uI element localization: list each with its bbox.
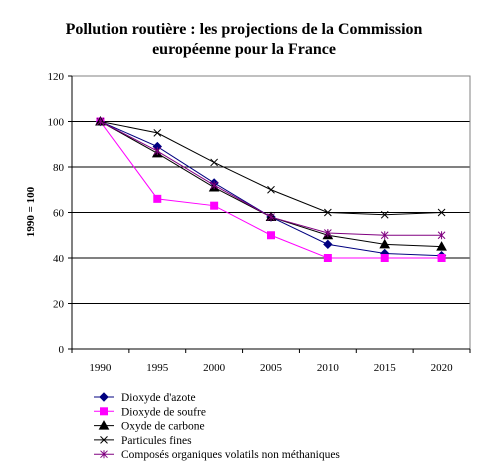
legend-label: Dioxyde de soufre xyxy=(121,406,206,418)
star-marker xyxy=(96,117,105,126)
star-marker xyxy=(380,231,389,240)
square-marker xyxy=(210,201,219,210)
y-tick-labels: 0 20 40 60 80 100 120 xyxy=(48,71,65,356)
triangle-marker xyxy=(436,241,447,251)
y-tick-label: 0 xyxy=(59,344,65,356)
square-marker xyxy=(437,254,446,262)
x-tick-labels: 1990 1995 2000 2005 2010 2015 2020 xyxy=(89,362,453,374)
square-marker xyxy=(380,254,389,262)
star-marker xyxy=(210,181,218,190)
y-tick-label: 80 xyxy=(53,162,65,174)
x-tick-label: 1990 xyxy=(89,362,112,374)
legend-item: Oxyde de carbone xyxy=(94,420,205,433)
series-line xyxy=(100,121,442,216)
y-tick-label: 40 xyxy=(53,253,65,265)
triangle-marker xyxy=(379,238,391,249)
x-tick-label: 2020 xyxy=(431,362,454,374)
star-marker xyxy=(437,231,446,240)
y-tick-label: 120 xyxy=(48,71,65,83)
star-marker xyxy=(100,450,108,459)
x-tick-label: 2005 xyxy=(260,362,283,374)
x-tick-label: 1995 xyxy=(146,362,169,374)
legend-label: Composés organiques volatils non méthani… xyxy=(121,449,340,461)
square-marker xyxy=(267,231,275,240)
x-marker xyxy=(324,208,332,217)
legend-label: Oxyde de carbone xyxy=(121,421,205,433)
legend: Dioxyde d'azote Dioxyde de soufre Oxyde de… xyxy=(94,392,340,461)
legend-label: Particules fines xyxy=(121,435,192,447)
x-tick-label: 2015 xyxy=(374,362,397,374)
legend-item: Particules fines xyxy=(94,435,192,447)
star-marker xyxy=(324,228,332,237)
x-marker xyxy=(380,210,389,219)
x-tick-label: 2010 xyxy=(317,362,340,374)
y-tick-label: 20 xyxy=(53,299,65,311)
series-4 xyxy=(96,117,446,240)
diamond-marker xyxy=(323,239,333,250)
legend-item: Dioxyde de soufre xyxy=(94,406,206,418)
x-marker xyxy=(210,158,218,167)
legend-label: Dioxyde d'azote xyxy=(121,392,196,404)
triangle-marker xyxy=(98,420,110,430)
series-2 xyxy=(95,115,447,251)
chart-title-line-1: Pollution routière : les projections de … xyxy=(66,21,423,38)
star-marker xyxy=(267,213,275,222)
series-lines xyxy=(95,115,447,262)
y-tick-label: 60 xyxy=(53,208,65,220)
square-marker xyxy=(100,407,108,416)
x-marker xyxy=(100,436,108,444)
y-tick-label: 100 xyxy=(48,117,65,129)
x-marker xyxy=(437,208,446,217)
series-line xyxy=(100,121,442,248)
x-marker xyxy=(267,185,275,194)
legend-item: Dioxyde d'azote xyxy=(94,392,196,404)
chart-title-line-2: européenne pour la France xyxy=(152,41,336,58)
legend-item: Composés organiques volatils non méthani… xyxy=(94,449,340,461)
star-marker xyxy=(153,147,162,156)
x-tick-label: 2000 xyxy=(203,362,226,374)
y-axis-label: 1990 = 100 xyxy=(25,186,37,237)
x-marker xyxy=(153,129,162,137)
series-3 xyxy=(96,117,446,219)
square-marker xyxy=(323,254,332,262)
diamond-marker xyxy=(99,392,109,402)
axes xyxy=(68,75,471,353)
square-marker xyxy=(153,194,162,203)
